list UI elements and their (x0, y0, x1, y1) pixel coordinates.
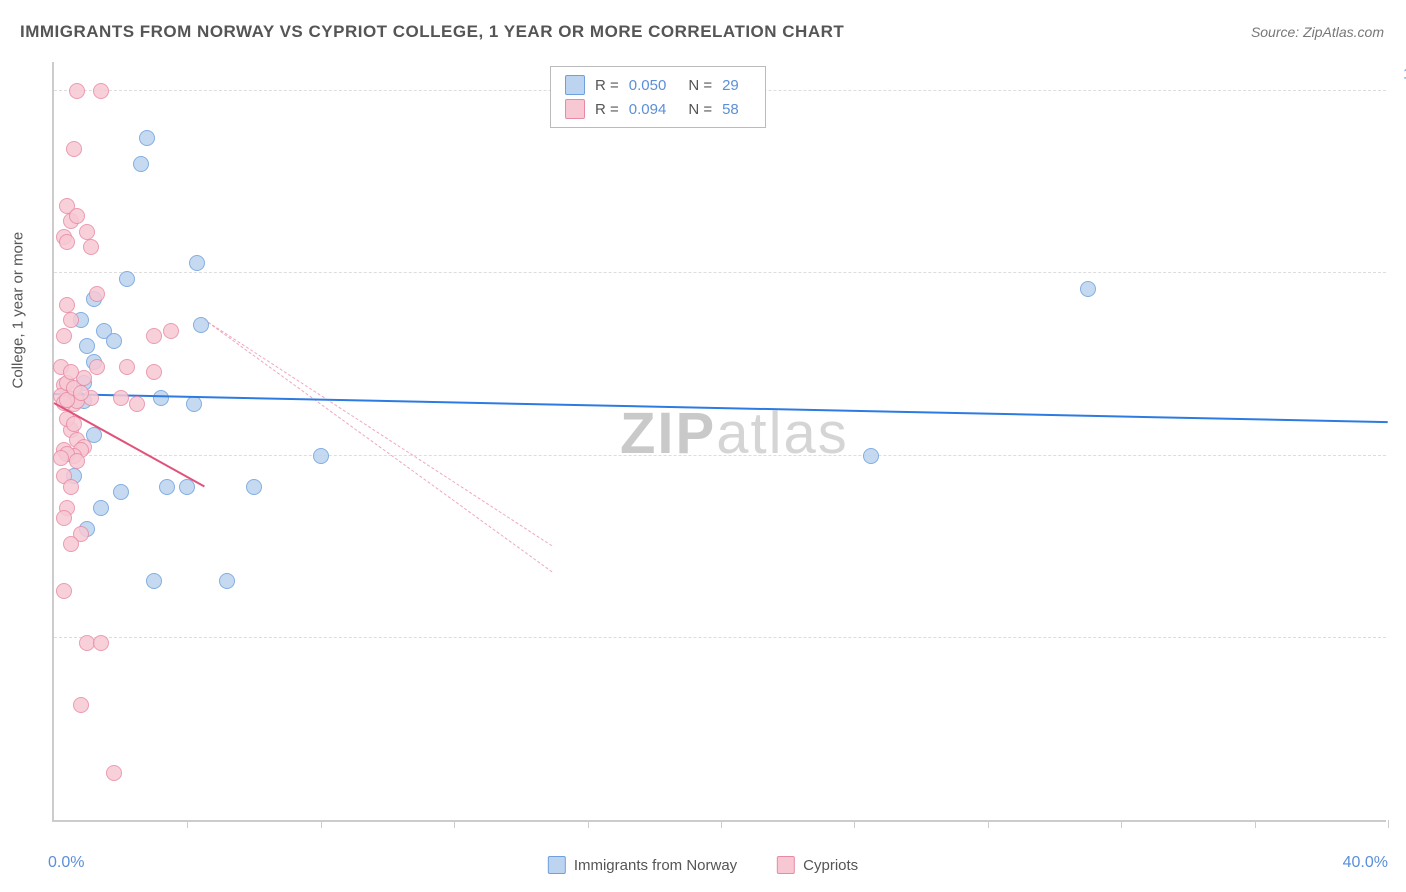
x-tick (988, 820, 989, 828)
scatter-point-blue (219, 573, 235, 589)
x-axis-max-label: 40.0% (1343, 854, 1388, 872)
scatter-point-pink (63, 364, 79, 380)
legend-connector-dashline (204, 319, 553, 572)
scatter-point-pink (53, 450, 69, 466)
scatter-point-pink (163, 323, 179, 339)
legend-swatch (565, 75, 585, 95)
x-tick (1121, 820, 1122, 828)
scatter-point-blue (159, 479, 175, 495)
scatter-point-pink (79, 224, 95, 240)
x-tick (1255, 820, 1256, 828)
gridline (54, 272, 1386, 273)
r-label: R = (595, 77, 619, 94)
n-value: 29 (722, 77, 739, 94)
scatter-point-pink (93, 635, 109, 651)
scatter-point-pink (59, 234, 75, 250)
scatter-point-pink (63, 312, 79, 328)
x-tick (187, 820, 188, 828)
scatter-point-pink (69, 208, 85, 224)
scatter-point-blue (1080, 281, 1096, 297)
x-tick (321, 820, 322, 828)
scatter-point-pink (73, 697, 89, 713)
legend-label: Cypriots (803, 857, 858, 874)
x-tick (588, 820, 589, 828)
scatter-point-blue (93, 500, 109, 516)
scatter-point-blue (863, 448, 879, 464)
scatter-point-pink (146, 328, 162, 344)
scatter-point-blue (313, 448, 329, 464)
scatter-point-blue (113, 484, 129, 500)
r-value: 0.050 (629, 77, 667, 94)
scatter-point-pink (66, 141, 82, 157)
x-axis-min-label: 0.0% (48, 854, 84, 872)
r-label: R = (595, 101, 619, 118)
legend-swatch (777, 856, 795, 874)
scatter-point-pink (93, 83, 109, 99)
n-value: 58 (722, 101, 739, 118)
scatter-point-pink (106, 765, 122, 781)
scatter-point-pink (59, 297, 75, 313)
scatter-point-pink (89, 286, 105, 302)
scatter-point-pink (146, 364, 162, 380)
x-tick (721, 820, 722, 828)
scatter-point-blue (79, 338, 95, 354)
scatter-point-blue (119, 271, 135, 287)
watermark-rest: atlas (716, 401, 849, 466)
scatter-point-blue (146, 573, 162, 589)
stats-legend-box: R = 0.050 N = 29 R = 0.094 N = 58 (550, 66, 766, 128)
scatter-point-blue (189, 255, 205, 271)
watermark: ZIPatlas (620, 400, 849, 467)
scatter-point-pink (113, 390, 129, 406)
legend-label: Immigrants from Norway (574, 857, 737, 874)
x-tick (454, 820, 455, 828)
chart-title: IMMIGRANTS FROM NORWAY VS CYPRIOT COLLEG… (20, 22, 844, 42)
scatter-point-pink (63, 479, 79, 495)
y-axis-label: College, 1 year or more (10, 232, 27, 389)
legend-swatch (565, 99, 585, 119)
scatter-point-pink (56, 583, 72, 599)
scatter-point-pink (63, 536, 79, 552)
bottom-legend-item: Cypriots (777, 856, 858, 874)
scatter-point-pink (129, 396, 145, 412)
scatter-point-pink (69, 453, 85, 469)
scatter-point-blue (246, 479, 262, 495)
scatter-point-pink (83, 239, 99, 255)
watermark-bold: ZIP (620, 401, 716, 466)
legend-swatch (548, 856, 566, 874)
stats-legend-row: R = 0.094 N = 58 (565, 97, 751, 121)
bottom-legend: Immigrants from Norway Cypriots (548, 856, 858, 874)
legend-connector-dashline (204, 319, 552, 546)
scatter-point-blue (139, 130, 155, 146)
scatter-point-blue (106, 333, 122, 349)
source-credit: Source: ZipAtlas.com (1251, 24, 1384, 40)
x-tick (854, 820, 855, 828)
x-tick (1388, 820, 1389, 828)
gridline (54, 637, 1386, 638)
stats-legend-row: R = 0.050 N = 29 (565, 73, 751, 97)
scatter-point-pink (73, 385, 89, 401)
scatter-point-blue (133, 156, 149, 172)
scatter-point-blue (193, 317, 209, 333)
n-label: N = (688, 77, 712, 94)
scatter-point-pink (89, 359, 105, 375)
bottom-legend-item: Immigrants from Norway (548, 856, 737, 874)
scatter-point-pink (56, 510, 72, 526)
scatter-point-blue (153, 390, 169, 406)
scatter-point-pink (69, 83, 85, 99)
n-label: N = (688, 101, 712, 118)
r-value: 0.094 (629, 101, 667, 118)
scatter-point-pink (119, 359, 135, 375)
scatter-point-pink (56, 328, 72, 344)
